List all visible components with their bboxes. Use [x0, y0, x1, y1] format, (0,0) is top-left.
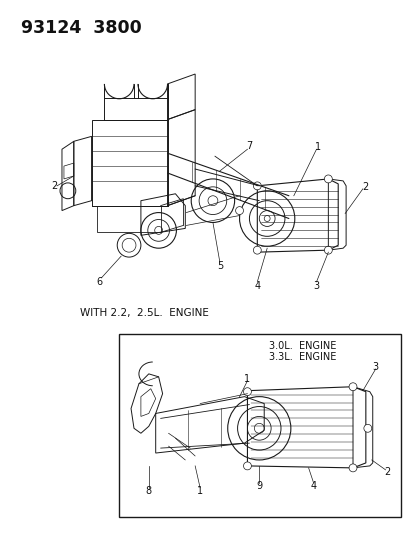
- Text: 9: 9: [256, 481, 262, 491]
- Text: 3: 3: [372, 362, 378, 372]
- Circle shape: [253, 182, 261, 190]
- Text: 3: 3: [313, 281, 319, 291]
- Text: WITH 2.2,  2.5L.  ENGINE: WITH 2.2, 2.5L. ENGINE: [80, 308, 208, 318]
- Circle shape: [363, 424, 371, 432]
- Circle shape: [324, 246, 332, 254]
- Text: 93124  3800: 93124 3800: [21, 19, 141, 37]
- Circle shape: [243, 462, 251, 470]
- Circle shape: [348, 383, 356, 391]
- Circle shape: [348, 464, 356, 472]
- Text: 3.3L.  ENGINE: 3.3L. ENGINE: [268, 352, 336, 362]
- Text: 1: 1: [244, 374, 250, 384]
- Text: 5: 5: [216, 261, 223, 271]
- Text: 2: 2: [362, 182, 368, 192]
- Text: 2: 2: [51, 181, 57, 191]
- Text: 6: 6: [96, 277, 102, 287]
- Text: 8: 8: [145, 486, 152, 496]
- Circle shape: [324, 175, 332, 183]
- Text: 1: 1: [197, 486, 203, 496]
- Bar: [119, 334, 400, 518]
- Circle shape: [253, 246, 261, 254]
- Text: 1: 1: [315, 142, 321, 152]
- Text: 3.0L.  ENGINE: 3.0L. ENGINE: [268, 341, 336, 351]
- Circle shape: [235, 207, 243, 215]
- Text: 4: 4: [254, 281, 260, 291]
- Text: 4: 4: [310, 481, 316, 491]
- Text: 7: 7: [246, 141, 252, 151]
- Text: 2: 2: [384, 467, 390, 477]
- Circle shape: [243, 387, 251, 395]
